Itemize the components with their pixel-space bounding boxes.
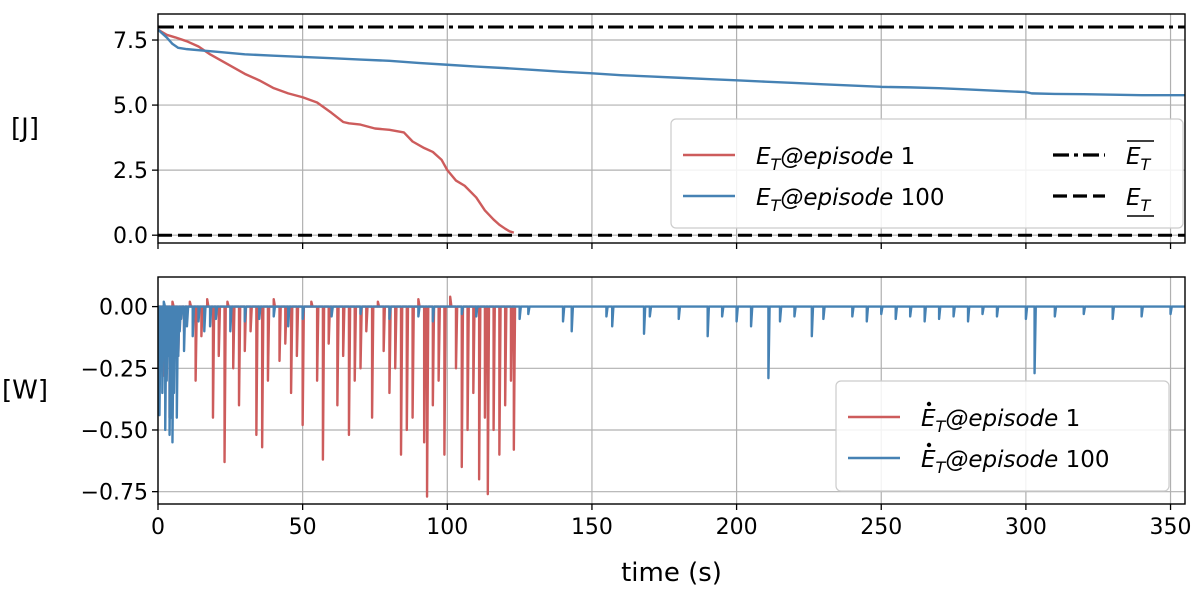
y-axis-label: [W] — [2, 376, 48, 406]
x-tick-label: 200 — [716, 515, 758, 540]
y-tick-label: 5.0 — [113, 94, 148, 119]
x-tick-label: 300 — [1005, 515, 1047, 540]
legend-entry: ET@episode 100 — [683, 185, 945, 215]
axes-frame — [157, 13, 1186, 244]
series-group — [158, 25, 1185, 237]
legend-label: ET@episode 100 — [756, 185, 945, 215]
series-line-1 — [158, 295, 517, 498]
series-group — [158, 295, 1185, 498]
legend-entry: ET — [1053, 140, 1154, 174]
series-line-2 — [158, 28, 1185, 97]
legend-entry: ET — [1053, 185, 1154, 217]
legend: ET@episode 1 ET@episode 100 — [835, 380, 1170, 492]
x-tick-label: 350 — [1150, 515, 1192, 540]
legend-label: ET — [1126, 144, 1152, 174]
axes-frame — [157, 276, 1186, 505]
power-panel: 0 50 100 150 200 250 300 350 0.00 −0.25 −0.50 −0.75… — [2, 276, 1192, 588]
y-tick-label: 7.5 — [113, 29, 148, 54]
y-tick-label: 0.00 — [99, 296, 148, 321]
series-line-1 — [158, 28, 515, 234]
y-axis-label: [J] — [11, 114, 39, 144]
x-tick-label: 150 — [571, 515, 613, 540]
legend: ET@episode 1 ET@episode 100 ET ET — [670, 118, 1184, 229]
legend-label: ET@episode 1 — [756, 144, 915, 174]
legend-label: ET@episode 100 — [921, 447, 1110, 477]
y-tick-label: −0.50 — [81, 419, 148, 444]
x-axis-label: time (s) — [621, 558, 722, 588]
legend-box — [835, 380, 1170, 492]
y-tick-label: 0.0 — [113, 224, 148, 249]
x-tick-label: 250 — [860, 515, 902, 540]
legend-label: ET — [1126, 185, 1152, 215]
y-tick-label: −0.75 — [81, 481, 148, 506]
y-tick-label: −0.25 — [81, 357, 148, 382]
x-tick-label: 100 — [426, 515, 468, 540]
legend-dot-accent — [926, 442, 932, 448]
x-tick-label: 50 — [289, 515, 317, 540]
legend-dot-accent — [926, 401, 932, 407]
legend-box — [670, 118, 1184, 229]
legend-entry: ET@episode 1 — [683, 144, 915, 174]
y-tick-label: 2.5 — [113, 159, 148, 184]
legend-entry: ET@episode 1 — [848, 401, 1080, 436]
legend-label: ET@episode 1 — [921, 406, 1080, 436]
legend-entry: ET@episode 100 — [848, 442, 1110, 477]
energy-panel: 0.0 2.5 5.0 7.5 [J] ET@episode 1 ET@episode 10… — [11, 13, 1186, 249]
x-tick-label: 0 — [151, 515, 165, 540]
series-line-2 — [158, 300, 1185, 444]
